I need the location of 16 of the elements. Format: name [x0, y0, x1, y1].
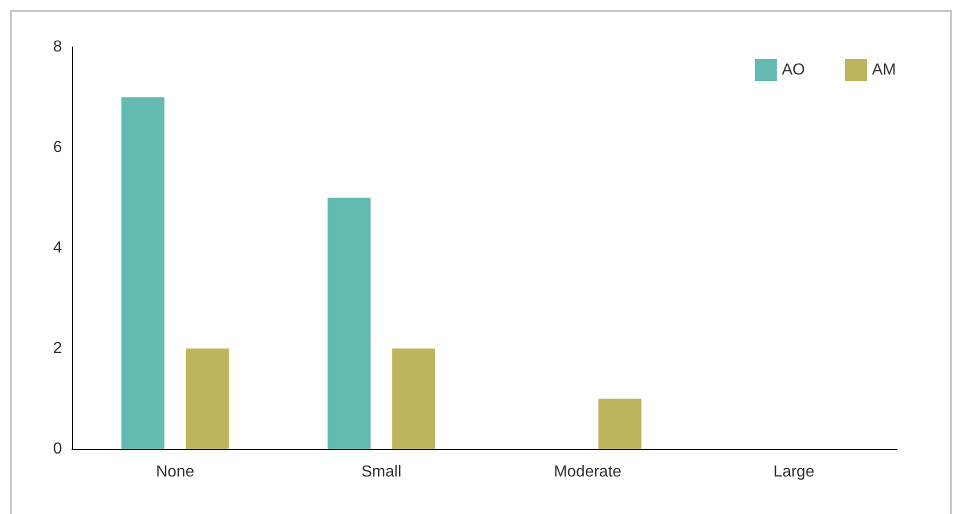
- bar: [121, 97, 164, 449]
- x-tick-label: Small: [361, 464, 402, 480]
- y-tick-label: 2: [53, 340, 62, 357]
- bar: [328, 198, 371, 449]
- bar: [392, 348, 436, 449]
- bar: [598, 398, 642, 449]
- bar: [186, 348, 229, 449]
- y-tick-label: 0: [53, 440, 62, 458]
- y-tick-label: 8: [53, 38, 62, 56]
- y-tick-label: 4: [53, 240, 62, 256]
- legend-label: AM: [872, 62, 896, 78]
- x-tick-label: Moderate: [554, 464, 622, 480]
- y-tick-label: 6: [53, 139, 62, 156]
- x-tick-label: Large: [773, 464, 814, 480]
- legend-label: AO: [782, 62, 806, 78]
- x-tick-label: None: [156, 464, 194, 480]
